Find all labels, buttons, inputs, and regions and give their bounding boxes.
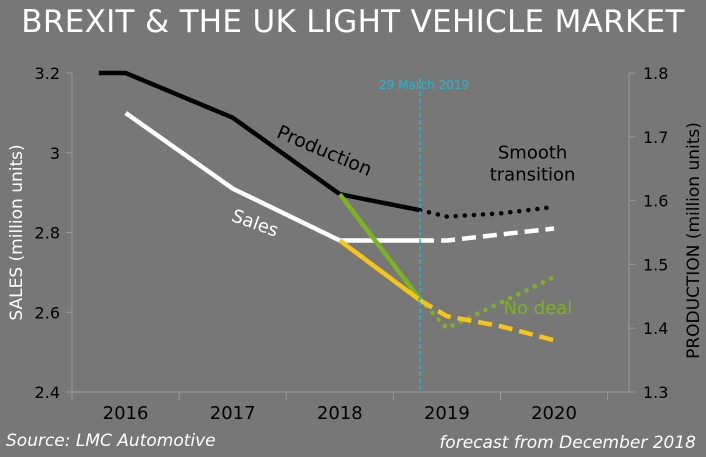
series-line-production <box>98 70 421 213</box>
series-line-sales <box>124 111 421 243</box>
left-tick-label: 3 <box>50 144 60 163</box>
annotation-smooth: Smooth <box>498 143 567 164</box>
left-tick-label: 2.4 <box>35 383 60 402</box>
forecast-note: forecast from December 2018 <box>439 433 696 453</box>
left-tick-label: 2.6 <box>35 303 60 322</box>
annotation-no-deal: No deal <box>504 298 573 319</box>
source-note: Source: LMC Automotive <box>6 431 216 451</box>
series-line-production-no-deal-forecast <box>417 274 557 331</box>
x-tick-label: 2018 <box>317 403 363 424</box>
series-line-production-no-deal <box>338 192 422 301</box>
annotation-transition: transition <box>490 165 576 186</box>
annotation-sales: Sales <box>229 206 281 242</box>
right-tick-label: 1.4 <box>643 319 668 338</box>
x-tick-label: 2017 <box>210 403 256 424</box>
series-line-sales-smooth-transition <box>420 226 555 243</box>
right-axis-title: PRODUCTION (million units) <box>684 122 704 359</box>
left-tick-label: 2.8 <box>35 224 60 243</box>
x-tick-label: 2020 <box>531 403 577 424</box>
chart-title: BREXIT & THE UK LIGHT VEHICLE MARKET <box>21 4 685 40</box>
event-line-label: 29 March 2019 <box>379 78 469 92</box>
right-tick-label: 1.6 <box>643 192 668 211</box>
x-tick-label: 2016 <box>103 403 149 424</box>
left-axis-title: SALES (million units) <box>7 144 27 320</box>
annotation-production: Production <box>274 121 376 181</box>
right-tick-label: 1.8 <box>643 64 668 83</box>
right-tick-label: 1.5 <box>643 255 668 274</box>
left-tick-label: 3.2 <box>35 64 60 83</box>
right-tick-label: 1.7 <box>643 128 668 147</box>
series-line-sales-no-deal <box>338 238 422 303</box>
series-line-sales-no-deal-forecast <box>418 298 555 343</box>
x-tick-label: 2019 <box>424 403 470 424</box>
right-tick-label: 1.3 <box>643 383 668 402</box>
series-line-production-smooth-transition <box>417 204 557 219</box>
